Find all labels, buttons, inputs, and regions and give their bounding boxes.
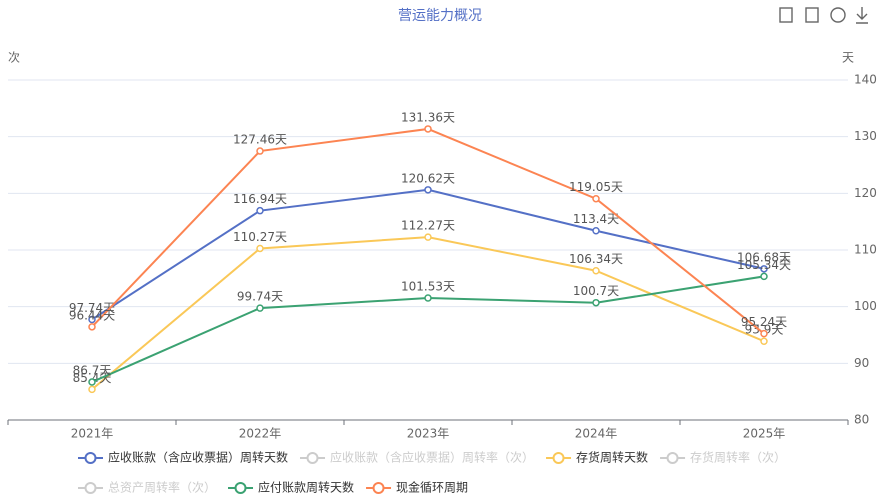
legend-item[interactable]: 现金循环周期	[366, 480, 468, 495]
data-label: 131.36天	[401, 110, 455, 124]
legend-icon	[552, 452, 565, 464]
legend-icon	[306, 452, 319, 464]
data-label: 120.62天	[401, 171, 455, 185]
data-label: 127.46天	[233, 133, 287, 147]
y2-tick-label: 110	[854, 243, 877, 257]
toolbar-icon[interactable]	[805, 7, 819, 23]
data-point	[88, 323, 96, 331]
data-label: 95.24天	[741, 315, 787, 329]
data-label: 101.53天	[401, 279, 455, 293]
x-tick-label: 2022年	[239, 427, 282, 441]
data-label: 97.74天	[69, 301, 115, 315]
x-tick-label: 2024年	[575, 427, 618, 441]
toolbar-icon[interactable]	[856, 7, 868, 24]
data-label: 110.27天	[233, 230, 287, 244]
toolbar-icon[interactable]	[779, 7, 793, 23]
data-point	[256, 244, 264, 253]
data-point	[592, 266, 600, 275]
legend-item[interactable]: 存货周转天数	[546, 450, 648, 465]
data-point	[88, 378, 96, 386]
legend-item[interactable]: 存货周转率（次）	[660, 450, 786, 465]
data-point	[592, 194, 600, 203]
data-label: 100.7天	[573, 284, 619, 298]
data-label: 112.27天	[401, 219, 455, 233]
y2-tick-label: 90	[854, 356, 869, 370]
legend-item[interactable]: 应付账款周转天数	[228, 480, 354, 495]
legend-label: 应付账款周转天数	[258, 480, 354, 495]
data-point	[256, 147, 264, 155]
x-tick-label: 2023年	[407, 427, 450, 441]
toolbar-icon[interactable]	[830, 7, 846, 23]
data-label: 106.34天	[569, 252, 623, 266]
data-label: 106.68天	[737, 250, 791, 264]
legend-label: 应收账款（含应收票据）周转率（次）	[330, 450, 534, 465]
legend-label: 存货周转率（次）	[690, 450, 786, 465]
data-point	[88, 315, 96, 324]
y2-axis-label: 天	[842, 51, 854, 65]
legend-icon	[372, 482, 385, 494]
y2-tick-label: 140	[854, 73, 877, 87]
toolbar[interactable]	[779, 7, 868, 24]
y2-tick-label: 130	[854, 129, 877, 143]
y-axis-label: 次	[8, 51, 20, 65]
legend-label: 总资产周转率（次）	[108, 480, 216, 495]
legend-label: 现金循环周期	[396, 480, 468, 495]
data-label: 105.34天	[737, 258, 791, 272]
legend-label: 应收账款（含应收票据）周转天数	[108, 450, 288, 465]
data-point	[760, 329, 768, 338]
data-point	[256, 206, 264, 215]
legend-item[interactable]: 总资产周转率（次）	[78, 480, 216, 495]
legend-label: 存货周转天数	[576, 450, 648, 465]
y2-tick-label: 100	[854, 299, 877, 313]
x-tick-label: 2025年	[743, 427, 786, 441]
data-label: 99.74天	[237, 290, 283, 304]
legend-icon	[84, 482, 97, 494]
data-label: 96.44天	[69, 308, 115, 322]
data-point	[88, 385, 96, 394]
series-line	[91, 236, 765, 391]
legend-item[interactable]: 应收账款（含应收票据）周转率（次）	[300, 450, 534, 465]
data-label: 119.05天	[569, 180, 623, 194]
y2-tick-label: 80	[854, 413, 869, 427]
data-point	[760, 337, 768, 345]
data-label: 113.4天	[573, 212, 619, 226]
y2-tick-label: 120	[854, 186, 877, 200]
legend-icon	[666, 452, 679, 464]
data-point	[592, 226, 600, 235]
data-point	[424, 125, 432, 133]
legend-icon	[84, 452, 97, 464]
data-point	[760, 265, 768, 273]
x-tick-label: 2021年	[71, 427, 114, 441]
legend-icon	[234, 482, 247, 494]
data-point	[424, 186, 432, 194]
data-label: 85.4天	[73, 371, 112, 385]
data-label: 86.7天	[73, 364, 112, 378]
legend-item[interactable]: 应收账款（含应收票据）周转天数	[78, 450, 288, 465]
data-point	[424, 294, 432, 302]
data-point	[424, 233, 432, 241]
data-point	[592, 298, 600, 307]
data-point	[256, 304, 264, 312]
data-label: 116.94天	[233, 192, 287, 206]
data-point	[760, 272, 768, 281]
chart-title: 营运能力概况	[398, 8, 482, 24]
